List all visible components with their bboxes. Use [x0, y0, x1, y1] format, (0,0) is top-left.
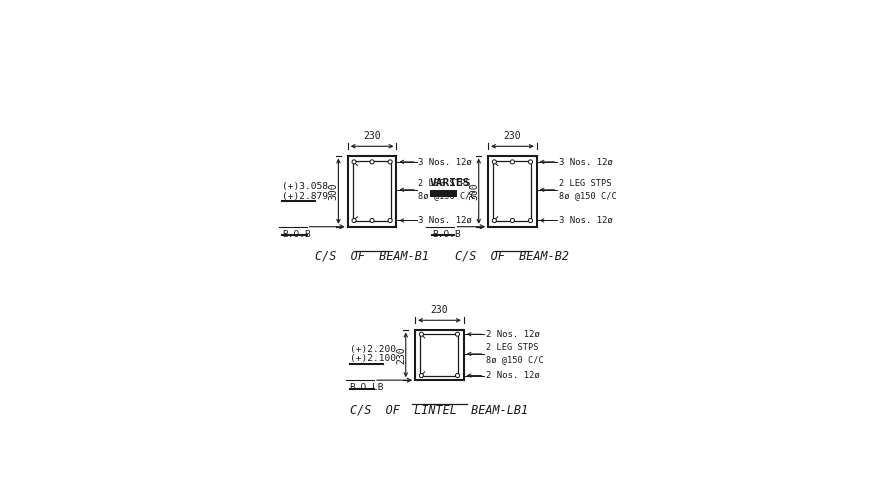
- Circle shape: [371, 220, 373, 221]
- Circle shape: [419, 332, 423, 336]
- Text: 230: 230: [363, 131, 381, 141]
- Bar: [415, 330, 464, 380]
- Circle shape: [510, 160, 514, 164]
- Text: 8ø @150 C/C: 8ø @150 C/C: [419, 191, 476, 200]
- Circle shape: [371, 161, 373, 163]
- Circle shape: [352, 160, 356, 164]
- Text: 8ø @150 C/C: 8ø @150 C/C: [559, 191, 616, 200]
- Text: 300: 300: [328, 182, 338, 200]
- Text: 3 Nos. 12ø: 3 Nos. 12ø: [559, 216, 613, 225]
- Bar: [494, 161, 532, 221]
- Circle shape: [529, 160, 532, 164]
- Circle shape: [389, 219, 392, 222]
- Text: 3 Nos. 12ø: 3 Nos. 12ø: [419, 216, 472, 225]
- Text: 8ø @150 C/C: 8ø @150 C/C: [486, 355, 544, 364]
- Text: 230: 230: [503, 131, 521, 141]
- Text: 230: 230: [396, 346, 406, 364]
- Bar: [430, 190, 457, 197]
- Circle shape: [494, 161, 495, 163]
- Text: 2 Nos. 12ø: 2 Nos. 12ø: [486, 371, 540, 380]
- Text: B.O.B: B.O.B: [432, 230, 461, 239]
- Text: B.O.LB: B.O.LB: [350, 383, 384, 392]
- Text: C/S  OF  BEAM-B2: C/S OF BEAM-B2: [456, 250, 570, 263]
- Circle shape: [420, 333, 422, 335]
- Circle shape: [370, 160, 374, 164]
- Circle shape: [529, 219, 532, 222]
- Circle shape: [493, 160, 496, 164]
- Text: 3 Nos. 12ø: 3 Nos. 12ø: [559, 157, 613, 166]
- Circle shape: [456, 332, 459, 336]
- Circle shape: [493, 219, 496, 222]
- Text: (+)2.100: (+)2.100: [350, 354, 396, 364]
- Bar: [353, 161, 391, 221]
- Circle shape: [353, 220, 355, 221]
- Text: 2 LEG STPS: 2 LEG STPS: [486, 343, 539, 352]
- Circle shape: [389, 161, 391, 163]
- Text: C/S  OF  LINTEL  BEAM-LB1: C/S OF LINTEL BEAM-LB1: [351, 403, 529, 417]
- Bar: [488, 156, 537, 226]
- Circle shape: [511, 161, 513, 163]
- Circle shape: [530, 220, 532, 221]
- Circle shape: [389, 160, 392, 164]
- Bar: [420, 334, 458, 376]
- Circle shape: [353, 161, 355, 163]
- Text: C/S  OF  BEAM-B1: C/S OF BEAM-B1: [315, 250, 429, 263]
- Circle shape: [457, 333, 458, 335]
- Text: 2 LEG STPS: 2 LEG STPS: [559, 178, 611, 188]
- Circle shape: [530, 161, 532, 163]
- Circle shape: [511, 220, 513, 221]
- Bar: [348, 156, 396, 226]
- Circle shape: [456, 374, 459, 378]
- Circle shape: [420, 375, 422, 376]
- Circle shape: [370, 219, 374, 222]
- Text: (+)3.058: (+)3.058: [283, 182, 328, 191]
- Circle shape: [457, 375, 458, 376]
- Circle shape: [389, 220, 391, 221]
- Circle shape: [494, 220, 495, 221]
- Text: (+)2.200: (+)2.200: [350, 345, 396, 354]
- Text: (+)2.879: (+)2.879: [283, 191, 328, 201]
- Text: B.O.B: B.O.B: [283, 230, 311, 239]
- Text: 3 Nos. 12ø: 3 Nos. 12ø: [419, 157, 472, 166]
- Text: 2 Nos. 12ø: 2 Nos. 12ø: [486, 330, 540, 339]
- Circle shape: [510, 219, 514, 222]
- Text: 230: 230: [431, 305, 449, 315]
- Text: 2 LEG STPS: 2 LEG STPS: [419, 178, 471, 188]
- Text: VARIES: VARIES: [430, 178, 471, 188]
- Circle shape: [419, 374, 423, 378]
- Circle shape: [352, 219, 356, 222]
- Text: 300: 300: [469, 182, 479, 200]
